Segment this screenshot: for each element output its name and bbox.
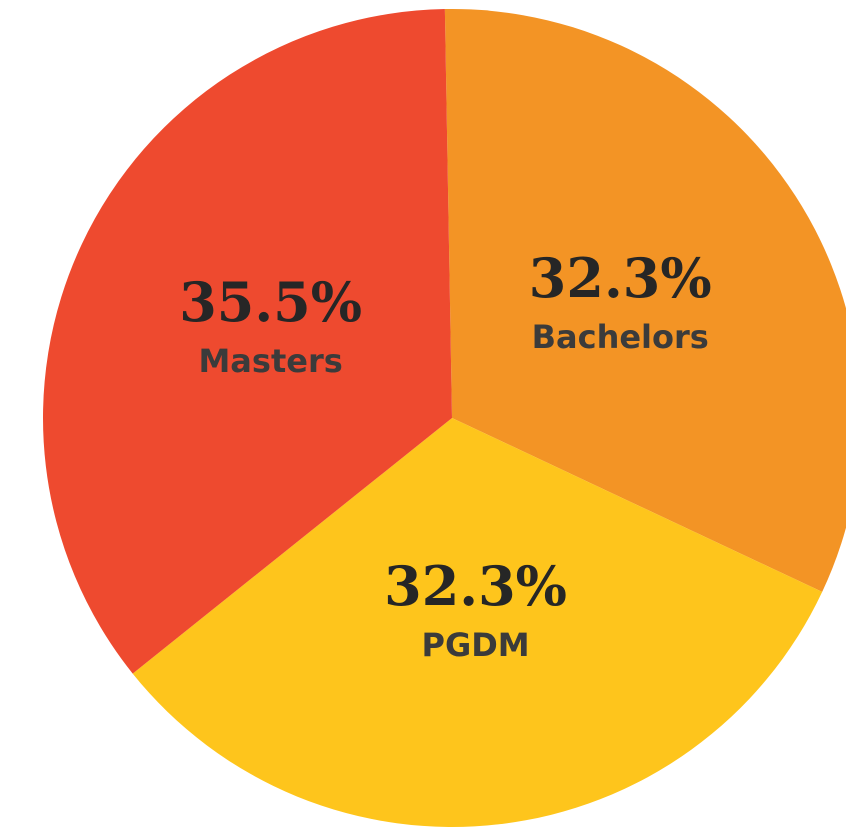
pie-slice [132,418,823,827]
slice-category-label: Bachelors [532,318,709,356]
slice-value-label: 32.3% [529,246,712,310]
slice-value-label: 35.5% [179,270,362,334]
slice-category-label: PGDM [422,626,530,664]
slice-category-label: Masters [198,342,342,380]
slice-value-label: 32.3% [384,554,567,618]
pie-slice [42,9,453,674]
pie-slice [444,9,846,592]
